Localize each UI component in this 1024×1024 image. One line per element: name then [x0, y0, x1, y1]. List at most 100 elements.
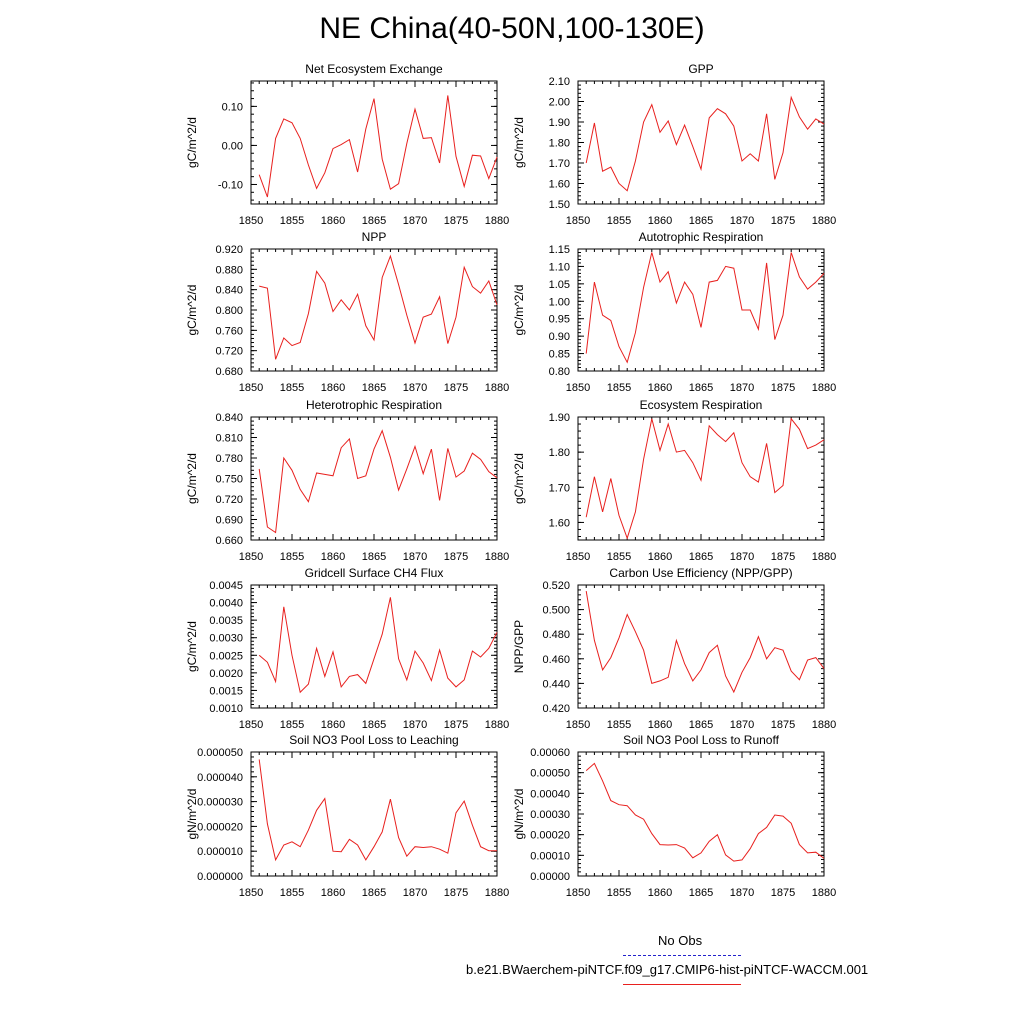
x-tick-label: 1850: [239, 551, 263, 563]
y-tick-label: 1.70: [549, 482, 570, 494]
y-axis-label: gC/m^2/d: [512, 453, 526, 504]
x-tick-label: 1870: [403, 719, 427, 731]
x-tick-label: 1850: [566, 551, 590, 563]
x-tick-label: 1860: [321, 719, 345, 731]
page-title: NE China(40-50N,100-130E): [319, 12, 705, 45]
x-tick-label: 1880: [812, 551, 836, 563]
y-tick-label: 1.60: [549, 179, 570, 191]
y-tick-label: 1.00: [549, 296, 570, 308]
y-tick-label: 0.780: [215, 453, 243, 465]
y-tick-label: 0.760: [215, 325, 243, 337]
x-tick-label: 1850: [239, 887, 263, 899]
chart-panel-8: Soil NO3 Pool Loss to Leaching gN/m^2/d 18…: [185, 733, 509, 899]
x-tick-label: 1875: [771, 551, 795, 563]
y-tick-label: 0.0040: [209, 598, 243, 610]
y-axis-label: gN/m^2/d: [185, 789, 199, 840]
x-tick-label: 1875: [444, 887, 468, 899]
y-tick-label: 0.0035: [209, 615, 243, 627]
x-tick-label: 1870: [403, 551, 427, 563]
y-tick-label: 0.000020: [197, 821, 243, 833]
y-tick-label: -0.10: [218, 179, 243, 191]
chart-title: Soil NO3 Pool Loss to Leaching: [289, 733, 458, 747]
x-tick-label: 1865: [362, 382, 386, 394]
y-tick-label: 1.60: [549, 517, 570, 529]
y-tick-label: 0.00000: [530, 871, 570, 883]
x-tick-label: 1860: [648, 215, 672, 227]
x-tick-label: 1860: [321, 887, 345, 899]
y-tick-label: 0.500: [542, 605, 570, 617]
x-tick-label: 1870: [403, 215, 427, 227]
y-tick-label: 0.420: [542, 703, 570, 715]
y-axis-label: gC/m^2/d: [185, 453, 199, 504]
y-tick-label: 0.95: [549, 314, 570, 326]
y-tick-label: 0.000050: [197, 747, 243, 759]
y-tick-label: 2.00: [549, 97, 570, 109]
chart-title: NPP: [362, 230, 387, 244]
y-tick-label: 0.00: [222, 140, 243, 152]
chart-title: Autotrophic Respiration: [639, 230, 764, 244]
y-tick-label: 0.880: [215, 264, 243, 276]
x-tick-label: 1865: [362, 551, 386, 563]
x-tick-label: 1855: [280, 719, 304, 731]
y-tick-label: 1.90: [549, 412, 570, 424]
x-tick-label: 1860: [648, 382, 672, 394]
x-tick-label: 1860: [648, 551, 672, 563]
x-tick-label: 1875: [444, 719, 468, 731]
y-tick-label: 0.0020: [209, 668, 243, 680]
x-tick-label: 1875: [771, 382, 795, 394]
x-tick-label: 1880: [485, 887, 509, 899]
y-tick-label: 0.10: [222, 101, 243, 113]
y-tick-label: 0.660: [215, 535, 243, 547]
plot-frame: [577, 248, 825, 372]
y-tick-label: 0.690: [215, 515, 243, 527]
y-tick-label: 0.810: [215, 433, 243, 445]
series-line: [258, 429, 498, 534]
chart-panel-0: Net Ecosystem Exchange gC/m^2/d 1850 1855 18…: [185, 62, 509, 227]
x-tick-label: 1875: [771, 719, 795, 731]
y-tick-label: 0.00050: [530, 768, 570, 780]
chart-panel-4: Heterotrophic Respiration gC/m^2/d 1850 185…: [185, 398, 509, 563]
x-tick-label: 1870: [730, 887, 754, 899]
x-tick-label: 1865: [362, 887, 386, 899]
y-tick-label: 0.000010: [197, 846, 243, 858]
x-tick-label: 1860: [648, 887, 672, 899]
x-tick-label: 1875: [771, 887, 795, 899]
series-line: [585, 417, 825, 540]
x-tick-label: 1850: [566, 719, 590, 731]
y-tick-label: 0.920: [215, 244, 243, 256]
x-tick-label: 1865: [689, 719, 713, 731]
x-tick-label: 1880: [812, 719, 836, 731]
y-tick-label: 0.840: [215, 412, 243, 424]
series-line: [585, 762, 825, 862]
y-tick-label: 0.460: [542, 654, 570, 666]
x-tick-label: 1880: [485, 551, 509, 563]
x-tick-label: 1855: [280, 215, 304, 227]
x-tick-label: 1850: [239, 382, 263, 394]
y-tick-label: 0.720: [215, 346, 243, 358]
series-line: [259, 254, 498, 360]
y-tick-label: 0.750: [215, 474, 243, 486]
y-tick-label: 0.0025: [209, 650, 243, 662]
y-tick-label: 0.000030: [197, 797, 243, 809]
y-tick-label: 0.0015: [209, 685, 243, 697]
chart-title: GPP: [688, 62, 713, 76]
x-tick-label: 1855: [607, 887, 631, 899]
chart-title: Net Ecosystem Exchange: [305, 62, 443, 76]
y-axis-label: gC/m^2/d: [512, 285, 526, 336]
x-tick-label: 1865: [689, 382, 713, 394]
y-tick-label: 0.00040: [530, 788, 570, 800]
y-tick-label: 0.0030: [209, 633, 243, 645]
y-axis-label: gC/m^2/d: [185, 621, 199, 672]
x-tick-label: 1865: [362, 719, 386, 731]
y-tick-label: 0.0045: [209, 580, 243, 592]
x-tick-label: 1860: [321, 551, 345, 563]
y-axis-label: gC/m^2/d: [185, 117, 199, 168]
x-tick-label: 1870: [403, 887, 427, 899]
y-axis-label: gN/m^2/d: [512, 789, 526, 840]
x-tick-label: 1875: [771, 215, 795, 227]
x-tick-label: 1870: [403, 382, 427, 394]
y-tick-label: 1.50: [549, 199, 570, 211]
x-tick-label: 1855: [607, 382, 631, 394]
